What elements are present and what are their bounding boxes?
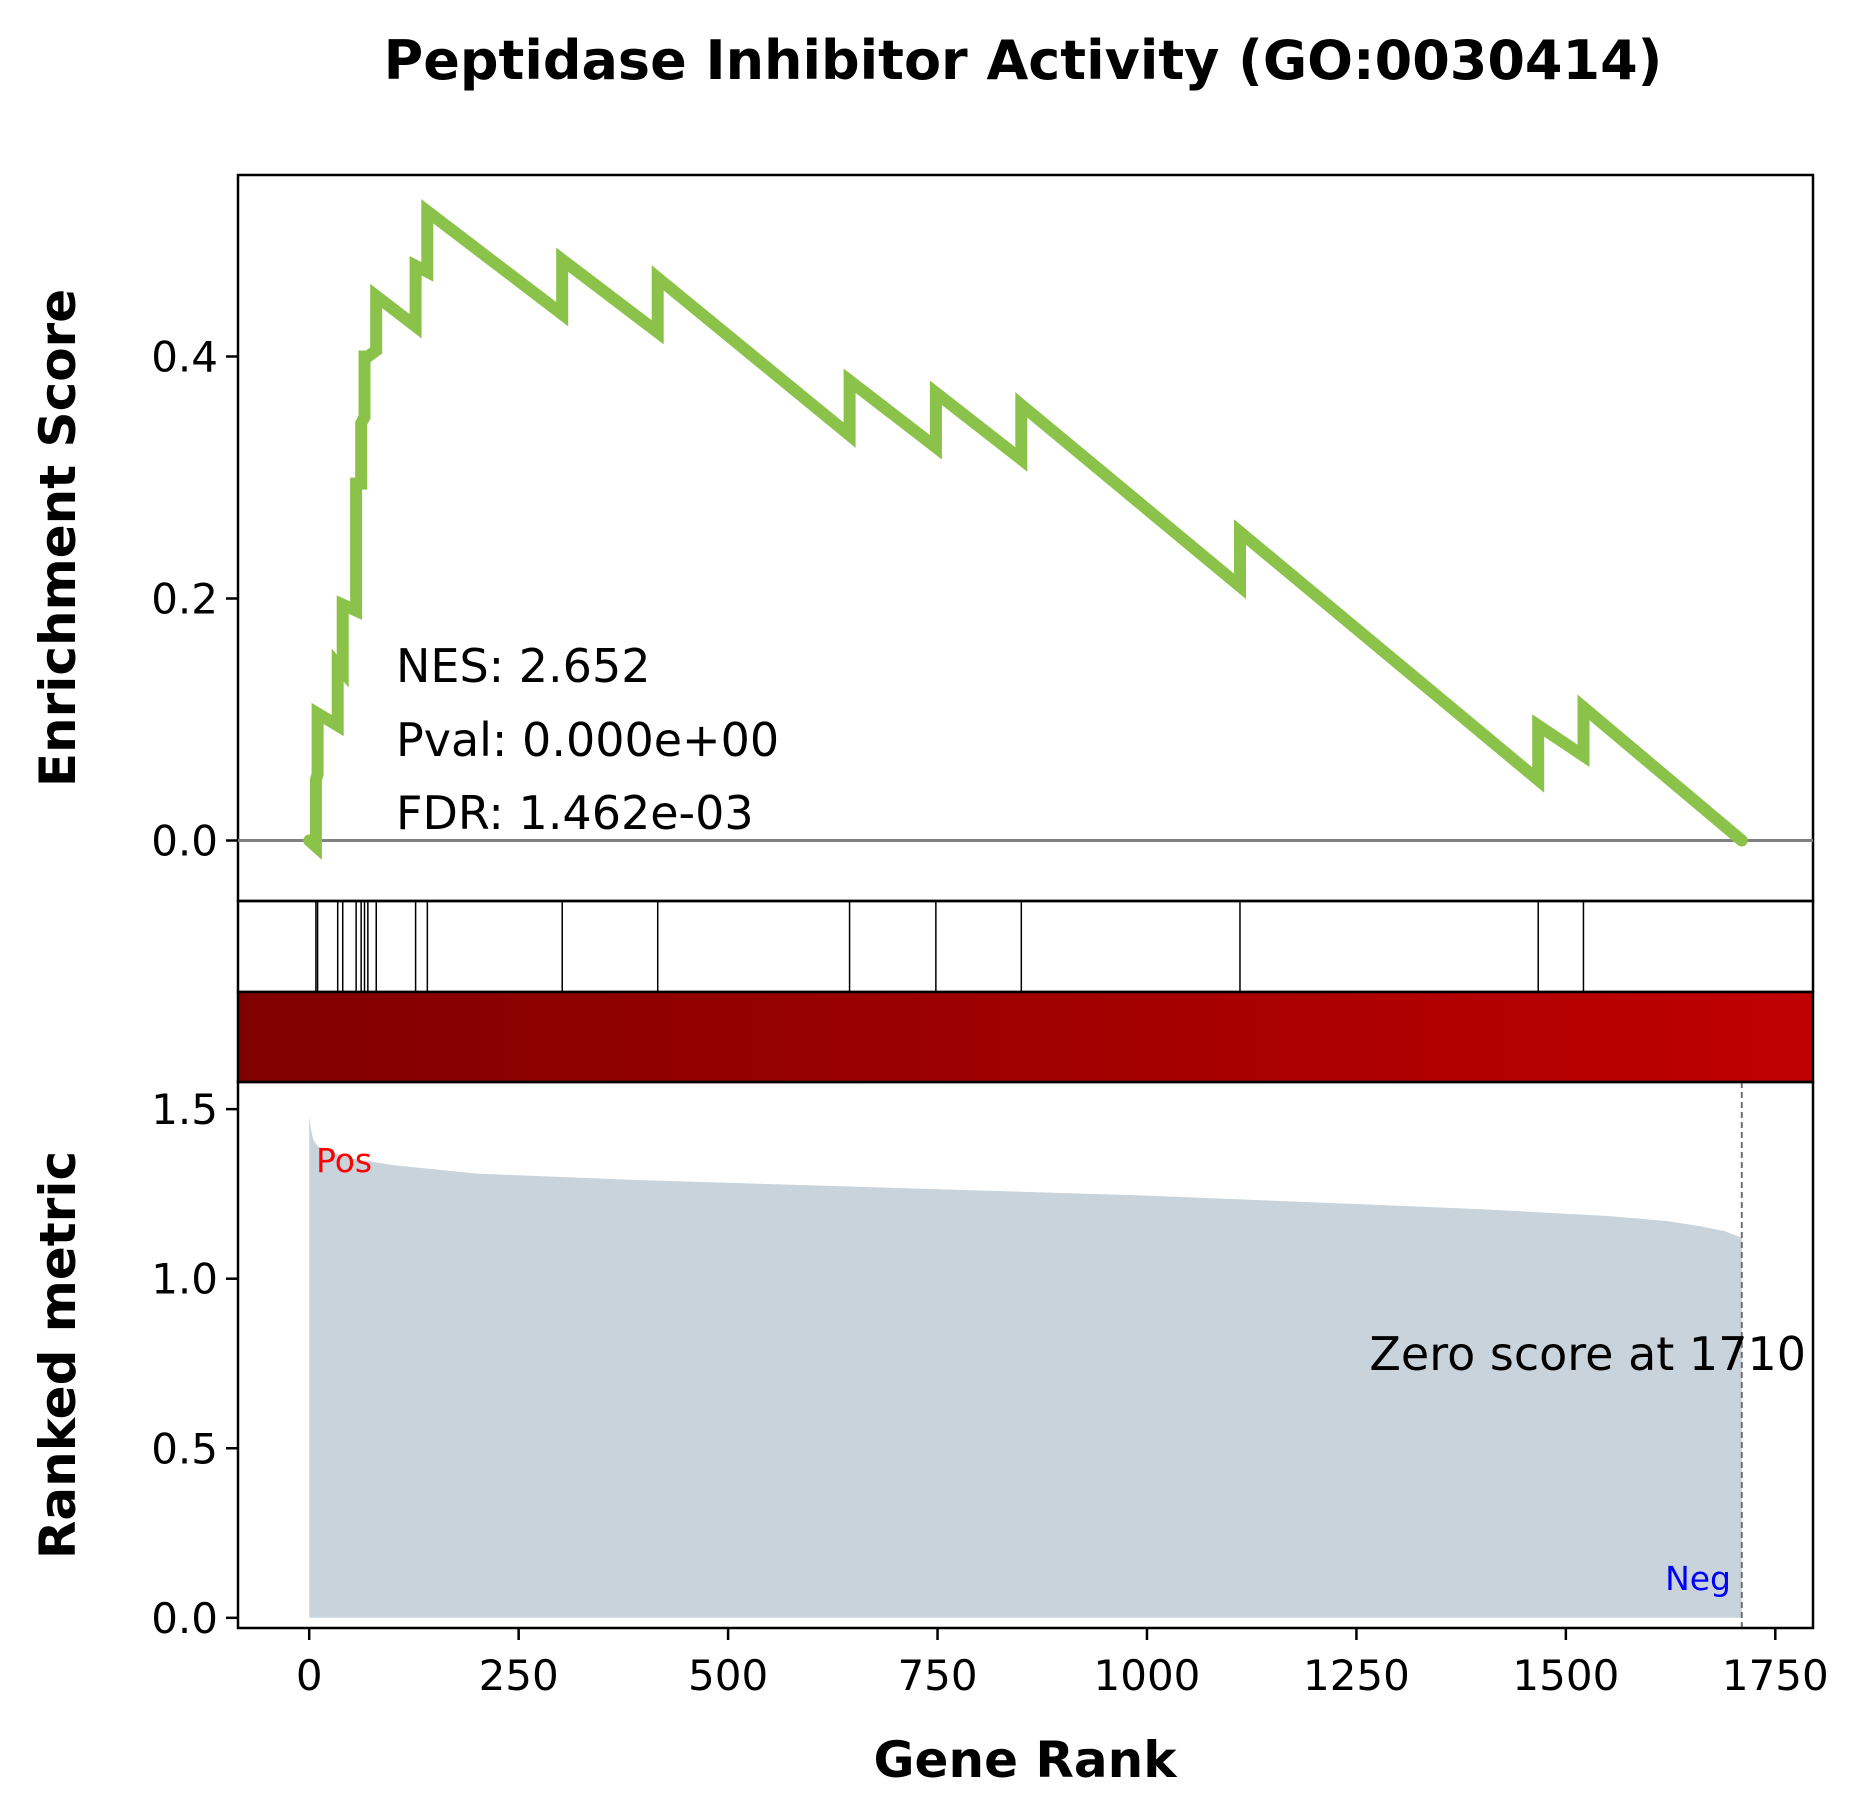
ranked-metric-frame [236,1080,1815,1630]
nes-stat: NES: 2.652 [396,639,650,693]
x-tick-label: 250 [479,1651,559,1700]
zero-score-note: Zero score at 1710 [1369,1327,1806,1381]
x-axis-label: Gene Rank [874,1731,1179,1789]
x-axis-ticks: 0 250 500 750 1000 1250 1500 1750 [296,1628,1829,1700]
enrichment-y-axis-label: Enrichment Score [29,289,87,787]
x-tick-label: 0 [296,1651,323,1700]
x-tick-label: 1250 [1303,1651,1410,1700]
x-tick-label: 1500 [1512,1651,1619,1700]
enrichment-y-tick-label: 0.4 [151,333,218,382]
hits-panel [236,899,1815,994]
x-tick-label: 1000 [1094,1651,1201,1700]
x-tick-label: 1750 [1722,1651,1829,1700]
enrichment-y-ticks: 0.0 0.2 0.4 [151,333,238,866]
ranked-metric-panel: 0.00.51.01.5 Pos Neg Zero score at 1710 … [29,1080,1815,1643]
ranked-metric-area [309,1115,1742,1618]
ranked-metric-y-tick-label: 0.0 [151,1594,218,1643]
pval-stat: Pval: 0.000e+00 [396,713,779,767]
rank-heatmap-bar [236,990,1815,1084]
enrichment-score-line [303,199,1748,860]
ranked-metric-y-tick-label: 0.5 [151,1424,218,1473]
chart-title: Peptidase Inhibitor Activity (GO:0030414… [384,29,1663,92]
neg-label: Neg [1665,1559,1731,1598]
pos-label: Pos [316,1141,372,1180]
enrichment-y-tick-label: 0.0 [151,817,218,866]
hit-lines [315,901,1585,992]
enrichment-y-tick-label: 0.2 [151,575,218,624]
ranked-metric-y-tick-label: 1.0 [151,1255,218,1304]
ranked-metric-y-tick-label: 1.5 [151,1085,218,1134]
fdr-stat: FDR: 1.462e-03 [396,786,754,840]
ranked-metric-y-ticks: 0.0 0.5 1.0 1.5 [151,1085,238,1643]
x-tick-label: 750 [897,1651,977,1700]
x-tick-label: 500 [688,1651,768,1700]
hits-frame [236,899,1815,994]
enrichment-panel: 0.0 0.2 0.4 NES: 2.652 Pval: 0.000e+00 FDR… [29,173,1815,903]
ranked-metric-y-axis-label: Ranked metric [29,1151,87,1559]
